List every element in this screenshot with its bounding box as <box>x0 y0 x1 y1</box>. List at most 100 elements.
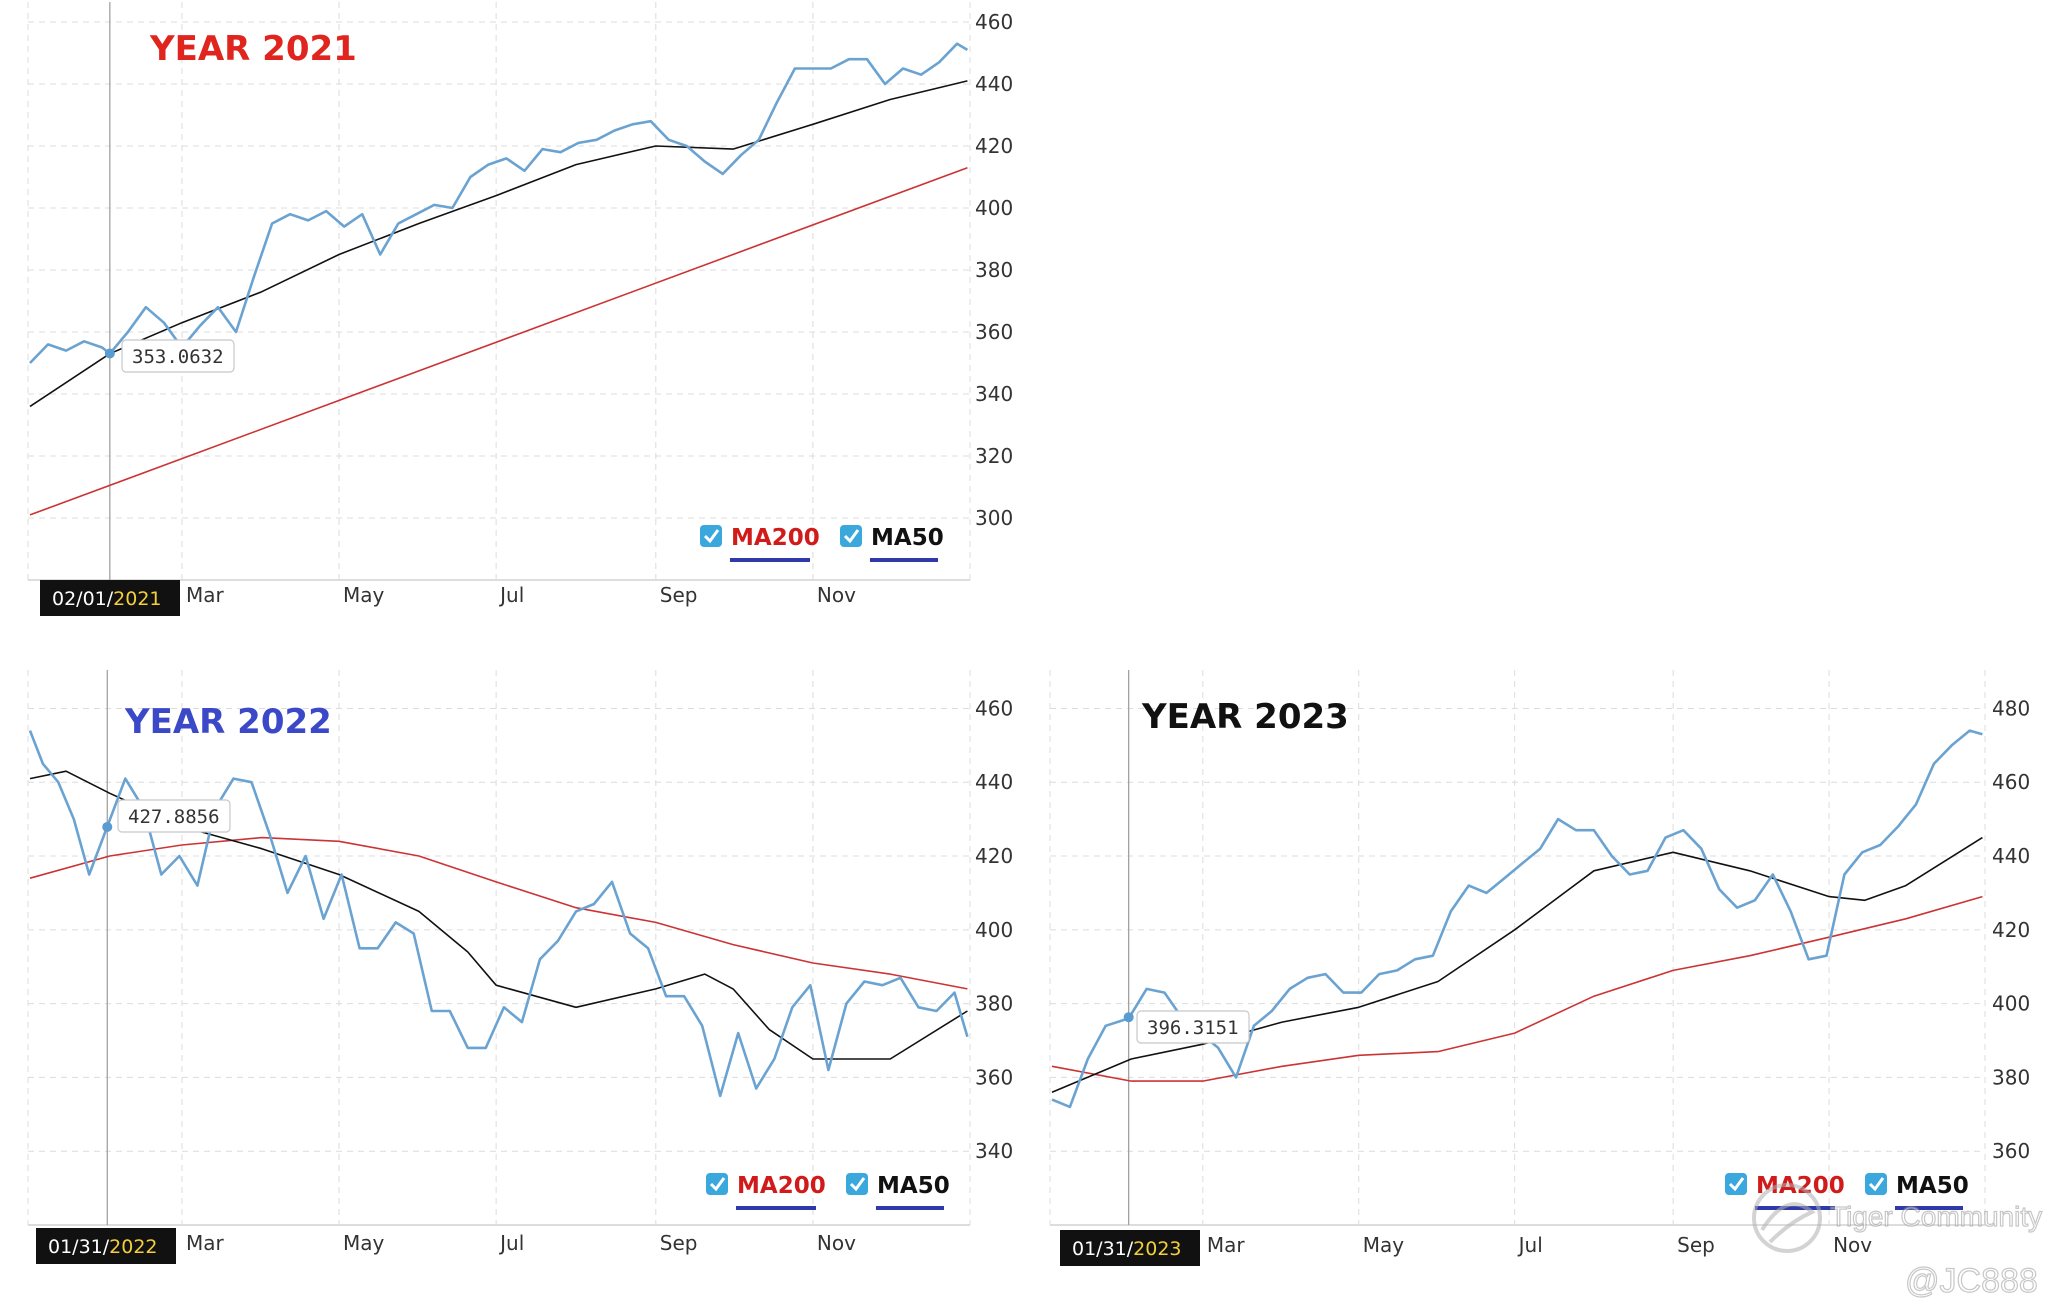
tooltip-marker <box>1123 1012 1134 1023</box>
tooltip-box <box>117 799 231 833</box>
series-line-price <box>29 42 969 364</box>
checkbox-icon[interactable] <box>700 525 722 547</box>
check-mark-icon <box>1868 1177 1885 1192</box>
chart-title: YEAR 2022 <box>124 702 332 742</box>
legend-item-ma50[interactable]: MA50 <box>1865 1173 1969 1210</box>
checkbox-icon[interactable] <box>706 1173 728 1195</box>
y-tick-label: 460 <box>1992 770 2030 794</box>
watermark-handle: @JC888 <box>1905 1262 2038 1300</box>
tooltip-value: 353.0632 <box>132 346 224 368</box>
x-tick-label: May <box>343 1231 385 1255</box>
y-tick-label: 380 <box>1992 1065 2030 1089</box>
date-label-text: 01/31/2022 <box>48 1236 158 1258</box>
y-tick-label: 320 <box>975 444 1013 468</box>
legend-label: MA200 <box>737 1173 826 1199</box>
chart-panel-2022: 340 360 380 400 420 440 460 Mar May Jul Sep Nov YEAR… <box>27 670 1013 1264</box>
y-tick-label: 440 <box>975 770 1013 794</box>
x-tick-label: Jul <box>498 1231 524 1255</box>
y-tick-label: 440 <box>1992 844 2030 868</box>
y-tick-label: 400 <box>975 918 1013 942</box>
date-label-prefix: 01/31/ <box>1072 1238 1134 1260</box>
checkbox-icon[interactable] <box>846 1173 868 1195</box>
chart-panel-2023: 360 380 400 420 440 460 480 Mar May Jul Sep Nov YEAR… <box>1049 670 2030 1266</box>
tooltip-value: 427.8856 <box>128 806 220 828</box>
tooltip-marker <box>102 821 113 832</box>
date-label: 01/31/2023 <box>1060 1230 1200 1266</box>
y-tick-label: 380 <box>975 992 1013 1016</box>
y-tick-label: 360 <box>975 320 1013 344</box>
legend-label: MA200 <box>731 525 820 551</box>
legend-label: MA50 <box>877 1173 950 1199</box>
watermark: Tiger Community @JC888 <box>1752 1183 2043 1301</box>
x-tick-label: May <box>343 583 385 607</box>
x-tick-label: Sep <box>660 1231 698 1255</box>
tooltip: 427.8856 <box>117 799 231 833</box>
series-line-ma200 <box>29 836 968 990</box>
legend-item-ma50[interactable]: MA50 <box>840 525 944 562</box>
date-label-text: 01/31/2023 <box>1072 1238 1182 1260</box>
series-line-price <box>28 730 969 1098</box>
date-label-prefix: 01/31/ <box>48 1236 110 1258</box>
y-tick-label: 380 <box>975 258 1013 282</box>
tooltip-box <box>1136 1010 1250 1044</box>
x-tick-label: Nov <box>817 1231 856 1255</box>
x-tick-label: Mar <box>1207 1233 1246 1257</box>
checkbox-icon[interactable] <box>1725 1173 1747 1195</box>
legend-label: MA50 <box>1896 1173 1969 1199</box>
series-line-ma50 <box>29 80 968 408</box>
tooltip: 396.3151 <box>1136 1010 1250 1044</box>
y-tick-label: 400 <box>1992 992 2030 1016</box>
check-mark-icon <box>709 1177 726 1192</box>
y-tick-label: 400 <box>975 196 1013 220</box>
tiger-logo-swirl <box>1760 1202 1816 1244</box>
check-mark-icon <box>843 529 860 544</box>
legend: MA200 MA50 <box>706 1173 950 1210</box>
y-tick-label: 480 <box>1992 696 2030 720</box>
date-label-year: 2023 <box>1133 1238 1181 1260</box>
chart-title: YEAR 2023 <box>1141 697 1349 737</box>
legend-item-ma50[interactable]: MA50 <box>846 1173 950 1210</box>
x-tick-label: Nov <box>1833 1233 1872 1257</box>
y-tick-label: 420 <box>975 134 1013 158</box>
legend-item-ma200[interactable]: MA200 <box>700 525 820 562</box>
date-label: 02/01/2021 <box>40 580 180 616</box>
date-label-box <box>1060 1230 1200 1266</box>
y-tick-label: 440 <box>975 72 1013 96</box>
watermark-community: Tiger Community <box>1830 1201 2042 1232</box>
date-label: 01/31/2022 <box>36 1228 176 1264</box>
x-tick-label: Sep <box>1677 1233 1715 1257</box>
y-tick-label: 360 <box>1992 1139 2030 1163</box>
date-label-text: 02/01/2021 <box>52 588 162 610</box>
check-mark-icon <box>1728 1177 1745 1192</box>
date-label-year: 2022 <box>109 1236 157 1258</box>
date-label-box <box>36 1228 176 1264</box>
legend-label: MA50 <box>871 525 944 551</box>
x-tick-label: Mar <box>186 1231 225 1255</box>
x-tick-label: Jul <box>1517 1233 1543 1257</box>
legend-item-ma200[interactable]: MA200 <box>1725 1173 1845 1210</box>
checkbox-icon[interactable] <box>1865 1173 1887 1195</box>
x-tick-label: Jul <box>498 583 524 607</box>
series-line-ma200 <box>1051 895 1983 1082</box>
date-label-year: 2021 <box>113 588 161 610</box>
y-tick-label: 340 <box>975 1139 1013 1163</box>
legend-item-ma200[interactable]: MA200 <box>706 1173 826 1210</box>
check-mark-icon <box>849 1177 866 1192</box>
y-tick-label: 420 <box>1992 918 2030 942</box>
check-mark-icon <box>703 529 720 544</box>
tooltip: 353.0632 <box>121 339 235 373</box>
legend: MA200 MA50 <box>1725 1173 1969 1210</box>
y-tick-label: 420 <box>975 844 1013 868</box>
y-tick-label: 340 <box>975 382 1013 406</box>
checkbox-icon[interactable] <box>840 525 862 547</box>
x-tick-label: May <box>1363 1233 1405 1257</box>
y-tick-label: 460 <box>975 696 1013 720</box>
date-label-prefix: 02/01/ <box>52 588 114 610</box>
tiger-logo-icon <box>1752 1183 1822 1253</box>
date-label-box <box>40 580 180 616</box>
chart-panel-2021: 300 320 340 360 380 400 420 440 460 Mar May Jul Sep N… <box>27 2 1013 616</box>
y-tick-label: 360 <box>975 1065 1013 1089</box>
legend: MA200 MA50 <box>700 525 944 562</box>
x-tick-label: Nov <box>817 583 856 607</box>
